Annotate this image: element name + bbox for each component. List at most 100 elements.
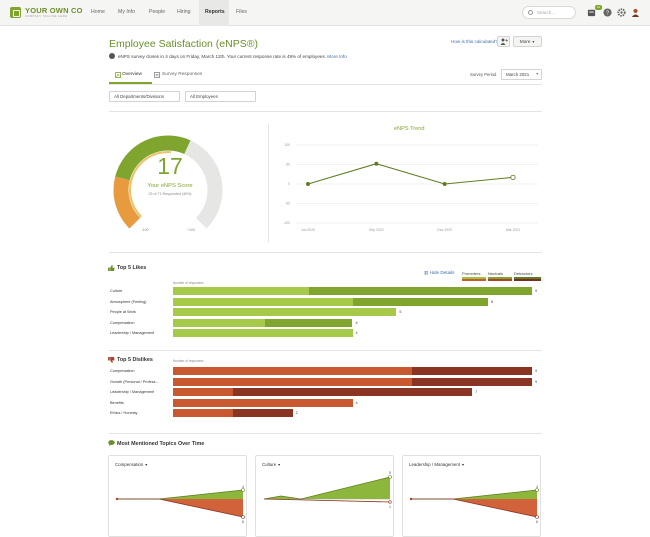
chevron-down-icon: ▼ [277, 463, 281, 467]
mini-negative-point [535, 515, 539, 519]
tab-overview[interactable]: Overview [122, 72, 142, 77]
legend-swatch-promoters-2 [462, 279, 486, 281]
search-input[interactable]: Search... [522, 6, 576, 19]
bar-value-label: 9 [535, 379, 538, 384]
bar-segment-promoters[interactable] [173, 287, 309, 295]
trend-y-tick: -100 [283, 221, 290, 225]
section-divider-1 [109, 252, 542, 253]
add-person-button[interactable] [497, 36, 510, 47]
bar-segment-promoters[interactable] [173, 329, 353, 337]
legend-swatch-detractors-2 [514, 279, 541, 281]
user-avatar-icon[interactable] [631, 8, 640, 17]
inbox-icon[interactable] [587, 8, 596, 17]
department-filter-select[interactable]: All Departments/Divisions [109, 91, 180, 102]
trend-x-tick: Sep 2020 [369, 228, 384, 232]
legend-detractors: Detractors [514, 271, 533, 276]
employee-filter-select[interactable]: All Employees [185, 91, 256, 102]
survey-period-value: March 2021 [506, 72, 530, 77]
bar-segment-neutrals[interactable] [173, 367, 413, 375]
bar-category-label: Atmosphere (Feeling) [110, 299, 147, 304]
bar-category-label: Compensation [110, 320, 135, 325]
bar-segment-detractors[interactable] [412, 377, 532, 386]
nav-people[interactable]: People [149, 9, 166, 15]
trend-y-tick: 50 [286, 163, 290, 167]
how-calculated-link[interactable]: How is this calculated? [451, 39, 498, 44]
survey-notice-text: eNPS survey closes in 4 days on Friday, … [118, 54, 327, 59]
bar-segment-neutrals[interactable] [308, 287, 532, 295]
mini-start-point [115, 497, 119, 501]
gauge-mid-label: 0 [167, 144, 169, 148]
legend-swatch-neutrals [488, 277, 512, 279]
list-icon [154, 72, 160, 78]
topics-title: Most Mentioned Topics Over Time [117, 441, 205, 447]
more-info-link[interactable]: More Info [327, 54, 347, 59]
topic-card-label: Compensation [115, 462, 144, 467]
nav-home[interactable]: Home [91, 9, 105, 15]
chat-bubble-icon [108, 440, 115, 446]
gauge-inner-ring [129, 151, 171, 218]
company-name[interactable]: YOUR OWN CO [25, 6, 83, 15]
enps-gauge: -100 +100 0 [113, 135, 223, 232]
likes-axis-caption: Number of responses [173, 281, 204, 285]
bar-segment-detractors[interactable] [232, 409, 293, 417]
bar-segment-neutrals[interactable] [173, 388, 233, 396]
bar-segment-neutrals[interactable] [173, 398, 353, 407]
bar-category-label: Compensation [110, 369, 135, 373]
bar-segment-promoters[interactable] [173, 297, 353, 306]
bar-segment-neutrals[interactable] [173, 377, 413, 386]
bars-icon: ▥ [424, 270, 430, 275]
help-icon[interactable]: ? [603, 8, 612, 17]
topic-trend-chart: 91 [263, 471, 392, 509]
tab-survey-responses[interactable]: Survey Responses [162, 72, 203, 77]
nav-hiring[interactable]: Hiring [177, 9, 191, 15]
search-icon [528, 10, 533, 15]
survey-notice: eNPS survey closes in 4 days on Friday, … [118, 54, 347, 59]
more-label: More [519, 39, 531, 44]
nav-reports[interactable]: Reports [205, 9, 225, 15]
company-logo-icon[interactable] [10, 7, 21, 18]
topic-card-select[interactable]: Compensation ▼ [115, 462, 148, 467]
trend-x-tick: Dec 2020 [437, 228, 452, 232]
legend-swatch-promoters [462, 277, 486, 279]
survey-period-select[interactable]: March 2021 ▼ [501, 69, 542, 80]
bar-segment-neutrals[interactable] [264, 318, 353, 327]
topic-card-select[interactable]: Culture ▼ [262, 462, 281, 467]
bar-category-label: People at Work [110, 310, 136, 314]
company-tagline: COMPANY TAGLINE HERE [25, 15, 68, 18]
bar-segment-detractors[interactable] [412, 367, 532, 375]
bar-value-label: 9 [535, 289, 538, 293]
bar-segment-promoters[interactable] [173, 308, 397, 316]
settings-gear-icon[interactable] [617, 8, 626, 17]
mini-negative-point [388, 500, 392, 504]
bar-segment-detractors[interactable] [232, 388, 473, 396]
mini-negative-line [411, 498, 538, 518]
topic-trend-chart: 46 [409, 485, 539, 524]
mini-bottom-value: 1 [389, 505, 391, 509]
bar-category-label: Benefits [110, 400, 124, 405]
hide-details-link[interactable]: ▥ Hide Details [424, 270, 454, 276]
bar-value-label: 5 [399, 310, 402, 314]
nav-my-info[interactable]: My Info [118, 9, 136, 15]
bar-segment-neutrals[interactable] [352, 297, 489, 306]
topic-card-select[interactable]: Leadership / Management ▼ [409, 462, 465, 467]
bar-segment-neutrals[interactable] [173, 409, 233, 417]
thumbs-down-icon [108, 357, 115, 363]
gauge-promoter-arc [115, 135, 191, 181]
mini-positive-area [264, 477, 390, 499]
bar-value-label: 4 [355, 331, 358, 335]
trend-series-line [307, 163, 514, 185]
bar-value-label: 4 [355, 400, 358, 405]
bar-segment-promoters[interactable] [173, 318, 265, 327]
mini-negative-line [117, 498, 244, 518]
trend-x-tick: Jun 2020 [301, 228, 315, 232]
tabs-divider [109, 84, 542, 85]
nav-files[interactable]: Files [236, 9, 247, 15]
trend-chart-title: eNPS Trend [394, 126, 425, 132]
mini-positive-line [263, 476, 391, 500]
topic-trend-chart: 46 [115, 485, 245, 524]
more-dropdown-button[interactable]: More ▼ [513, 36, 542, 47]
bar-category-label: Culture [110, 289, 123, 293]
